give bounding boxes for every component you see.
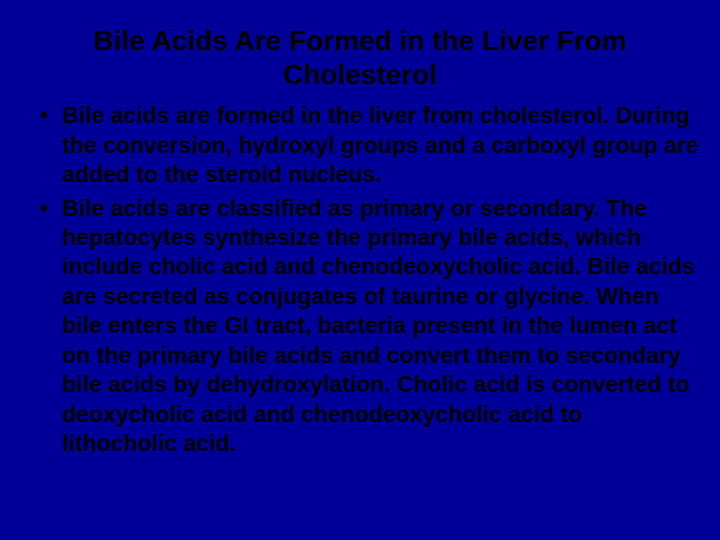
bullet-list: Bile acids are formed in the liver from … [20,101,700,458]
slide-title: Bile Acids Are Formed in the Liver From … [20,24,700,91]
bullet-item: Bile acids are classified as primary or … [40,194,700,459]
bullet-item: Bile acids are formed in the liver from … [40,101,700,189]
slide-container: Bile Acids Are Formed in the Liver From … [0,0,720,540]
